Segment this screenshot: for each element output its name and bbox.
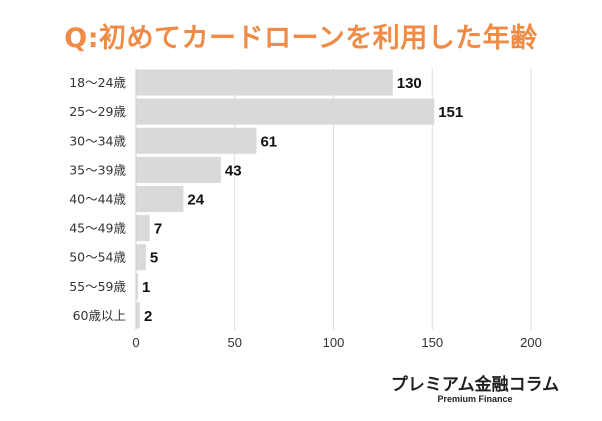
bar [136,302,140,329]
category-label: 50〜54歳 [69,250,126,265]
category-label: 45〜49歳 [69,221,126,236]
category-label: 35〜39歳 [69,162,126,177]
x-tick-label: 50 [228,335,242,350]
brand-subtitle: Premium Finance [437,394,513,404]
bar [136,244,146,271]
data-label: 5 [150,250,158,267]
bar [136,98,435,125]
category-label: 30〜34歳 [69,133,126,148]
data-label: 43 [225,162,242,179]
data-label: 1 [142,279,150,296]
data-label: 24 [187,192,204,209]
category-label: 60歳以上 [73,308,126,323]
x-tick-label: 150 [421,335,443,350]
bar [136,273,138,300]
bar [136,215,150,242]
x-tick-label: 100 [323,335,345,350]
data-label: 130 [397,75,422,92]
bar [136,156,221,183]
data-label: 2 [144,308,152,325]
x-tick-label: 200 [520,335,542,350]
data-label: 151 [438,104,463,121]
category-label: 25〜29歳 [69,104,126,119]
bar [136,127,257,154]
category-label: 55〜59歳 [69,279,126,294]
chart-title: Q:初めてカードローンを利用した年齢 [64,23,538,54]
category-label: 40〜44歳 [69,192,126,207]
x-tick-label: 0 [132,335,139,350]
data-label: 61 [260,133,277,150]
bar [136,186,184,212]
bar [136,69,393,96]
category-label: 18〜24歳 [69,75,126,90]
brand-logo-text: プレミアム金融コラム [390,375,560,395]
data-label: 7 [154,221,162,238]
